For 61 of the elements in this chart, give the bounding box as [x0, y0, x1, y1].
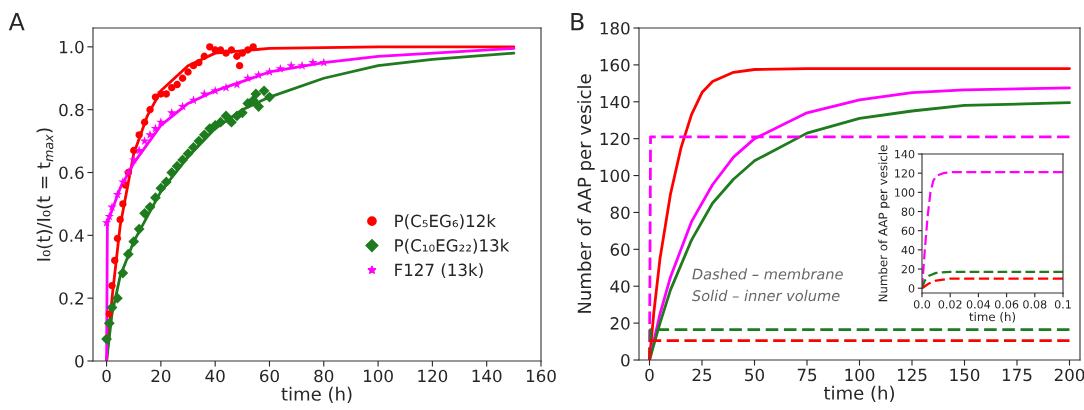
legend-label: P(C₅EG₆)12k [395, 214, 496, 230]
y-tick-label: 1.0 [59, 40, 84, 54]
y-tick-label: 60 [901, 226, 915, 236]
x-axis-title: time (h) [969, 312, 1016, 323]
x-tick-label: 0.06 [994, 300, 1019, 309]
y-tick-label: 20 [901, 265, 915, 274]
y-tick-label: 0.2 [59, 292, 83, 305]
y-tick-label: 180 [600, 21, 630, 35]
y-tick-label: 120 [600, 132, 630, 146]
y-axis-title: Number of AAP per vesicle [577, 74, 595, 313]
y-tick-label: 0 [75, 354, 84, 368]
x-tick-label: 140 [472, 369, 502, 383]
y-tick-label: 100 [600, 169, 630, 183]
x-tick-label: 0.02 [938, 300, 962, 309]
y-tick-label: 0 [908, 284, 915, 293]
y-tick-label: 60 [610, 243, 630, 256]
y-tick-label: 20 [610, 317, 630, 330]
y-tick-label: 120 [895, 169, 915, 178]
y-axis-title: Number of AAP per vesicle [878, 145, 890, 302]
x-tick-label: 0 [102, 369, 111, 383]
y-tick-label: 0 [621, 353, 630, 367]
legend-label: F127 (13k) [395, 263, 483, 279]
x-tick-label: 0.1 [1054, 300, 1071, 309]
x-tick-label: 125 [897, 368, 927, 382]
x-tick-label: 25 [692, 368, 712, 382]
x-tick-label: 0 [645, 368, 654, 382]
legend-label: P(C₁₀EG₂₂)13k [395, 238, 510, 254]
text: A [8, 13, 25, 31]
x-tick-label: 0.08 [1023, 300, 1047, 309]
x-tick-label: 0.0 [913, 300, 931, 309]
y-tick-label: 40 [610, 280, 630, 293]
x-tick-label: 80 [314, 369, 334, 383]
annotation: Solid – inner volume [692, 289, 840, 302]
x-tick-label: 20 [151, 369, 171, 383]
y-tick-label: 100 [895, 188, 915, 197]
y-tick-label: 140 [600, 95, 630, 109]
x-tick-label: 50 [745, 368, 764, 382]
text: B [571, 13, 584, 31]
x-tick-label: 60 [260, 369, 279, 383]
y-tick-label: 40 [901, 245, 915, 255]
y-tick-label: 160 [600, 58, 630, 72]
x-tick-label: 75 [797, 368, 817, 382]
x-tick-label: 150 [950, 368, 980, 382]
x-tick-label: 100 [364, 369, 393, 383]
x-tick-label: 160 [526, 369, 556, 383]
x-tick-label: 120 [418, 369, 448, 383]
y-tick-label: 80 [610, 206, 630, 220]
x-tick-label: 40 [205, 369, 225, 383]
x-tick-label: 200 [1054, 368, 1084, 382]
y-tick-label: 0.6 [59, 166, 84, 180]
x-tick-label: 0.04 [966, 300, 991, 309]
y-tick-label: 0.4 [59, 229, 84, 242]
y-tick-label: 80 [901, 207, 915, 216]
annotation: Dashed – membrane [692, 268, 843, 280]
x-axis-title: time (h) [281, 386, 352, 403]
x-axis-title: time (h) [823, 385, 894, 402]
x-tick-label: 100 [845, 368, 875, 382]
x-tick-label: 175 [1002, 368, 1032, 382]
y-tick-label: 140 [895, 149, 915, 159]
y-tick-label: 0.8 [59, 103, 84, 117]
y-axis-title: I₀(t)/I₀(t = t$_{max}$) [36, 128, 54, 261]
